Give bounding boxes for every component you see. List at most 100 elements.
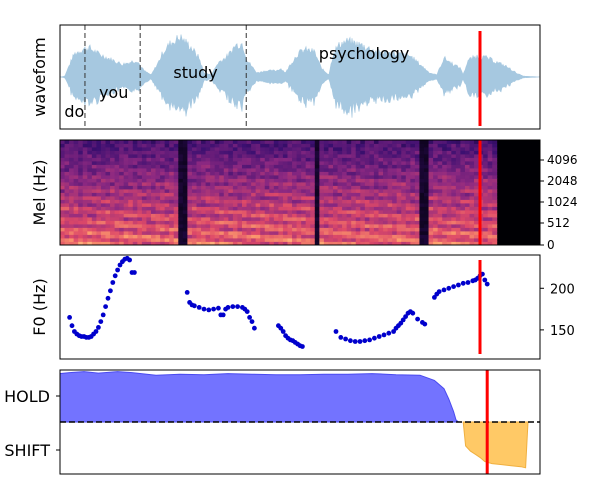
spectrogram-cell bbox=[451, 182, 457, 186]
spectrogram-cell bbox=[246, 157, 252, 162]
spectrogram-cell bbox=[91, 227, 97, 232]
spectrogram-cell bbox=[333, 199, 338, 204]
spectrogram-cell bbox=[310, 241, 316, 246]
spectrogram-cell bbox=[282, 217, 288, 221]
spectrogram-cell bbox=[319, 171, 325, 176]
spectrogram-cell bbox=[487, 206, 493, 211]
spectrogram-cell bbox=[78, 171, 84, 176]
spectrogram-cell bbox=[264, 185, 270, 190]
spectrogram-cell bbox=[128, 143, 134, 148]
spectrogram-cell bbox=[205, 196, 211, 200]
spectrogram-cell bbox=[123, 203, 129, 207]
spectrogram-cell bbox=[132, 203, 138, 207]
spectrogram-cell bbox=[251, 220, 257, 225]
spectrogram-cell bbox=[414, 192, 420, 197]
spectrogram-cell bbox=[342, 143, 348, 148]
spectrogram-cell bbox=[196, 189, 202, 193]
spectrogram-cell bbox=[442, 196, 448, 200]
spectrogram-cell bbox=[460, 161, 466, 165]
spectrogram-cell bbox=[424, 238, 429, 242]
spectrogram-cell bbox=[155, 189, 161, 193]
spectrogram-cell bbox=[237, 227, 243, 232]
spectrogram-cell bbox=[405, 210, 411, 214]
spectrogram-cell bbox=[251, 140, 257, 144]
spectrogram-cell bbox=[492, 175, 498, 179]
spectrogram-cell bbox=[369, 154, 375, 158]
spectrogram-cell bbox=[392, 182, 398, 186]
spectrogram-cell bbox=[469, 178, 475, 183]
spectrogram-cell bbox=[278, 206, 284, 211]
spectrogram-cell bbox=[342, 182, 348, 186]
spectrogram-cell bbox=[301, 171, 307, 176]
spectrogram-cell bbox=[328, 224, 334, 228]
spectrogram-cell bbox=[487, 175, 493, 179]
spectrogram-cell bbox=[360, 227, 366, 232]
spectrogram-cell bbox=[305, 143, 311, 148]
spectrogram-cell bbox=[232, 150, 238, 155]
spectrogram-cell bbox=[123, 164, 129, 169]
f0-point bbox=[357, 339, 363, 344]
spectrogram-cell bbox=[196, 171, 202, 176]
spectrogram-cell bbox=[82, 241, 88, 246]
spectrogram-cell bbox=[273, 192, 279, 197]
spectrogram-cell bbox=[333, 168, 338, 172]
spectrogram-cell bbox=[378, 143, 384, 148]
spectrogram-cell bbox=[378, 220, 384, 225]
spectrogram-cell bbox=[392, 175, 398, 179]
spectrogram-cell bbox=[464, 147, 470, 151]
spectrogram-cell bbox=[287, 185, 293, 190]
spectrogram-cell bbox=[474, 157, 479, 162]
spectrogram-cell bbox=[255, 178, 261, 183]
spectrogram-cell bbox=[164, 199, 170, 204]
spectrogram-cell bbox=[333, 196, 338, 200]
spectrogram-cell bbox=[73, 157, 79, 162]
spectrogram-cell bbox=[173, 213, 179, 218]
spectrogram-cell bbox=[442, 231, 448, 235]
spectrogram-cell bbox=[351, 189, 357, 193]
spectrogram-cell bbox=[60, 217, 65, 221]
spectrogram-cell bbox=[460, 224, 466, 228]
spectrogram-cell bbox=[383, 154, 388, 158]
spectrogram-cell bbox=[260, 210, 266, 214]
spectrogram-cell bbox=[260, 147, 266, 151]
spectrogram-cell bbox=[451, 203, 457, 207]
spectrogram-cell bbox=[191, 175, 197, 179]
spectrogram-cell bbox=[269, 168, 275, 172]
spectrogram-cell bbox=[251, 143, 257, 148]
spectrogram-cell bbox=[342, 234, 348, 239]
f0-point bbox=[333, 329, 339, 334]
spectrogram-cell bbox=[474, 227, 479, 232]
spectrogram-cell bbox=[64, 220, 70, 225]
spectrogram-cell bbox=[373, 182, 379, 186]
spectrogram-cell bbox=[237, 164, 243, 169]
spectrogram-cell bbox=[110, 224, 115, 228]
spectrogram-cell bbox=[351, 227, 357, 232]
spectrogram-cell bbox=[155, 164, 161, 169]
spectrogram-cell bbox=[146, 154, 152, 158]
spectrogram-cell bbox=[210, 150, 216, 155]
spectrogram-cell bbox=[119, 157, 125, 162]
spectrogram-cell bbox=[305, 171, 311, 176]
spectrogram-cell bbox=[360, 231, 366, 235]
spectrogram-cell bbox=[264, 175, 270, 179]
spectrogram-cell bbox=[305, 147, 311, 151]
spectrogram-cell bbox=[414, 206, 420, 211]
spectrogram-cell bbox=[273, 140, 279, 144]
spectrogram-cell bbox=[110, 203, 115, 207]
spectrogram-cell bbox=[460, 231, 466, 235]
spectrogram-cell bbox=[287, 164, 293, 169]
spectrogram-cell bbox=[323, 143, 329, 148]
spectrogram-cell bbox=[201, 220, 206, 225]
spectrogram-cell bbox=[333, 147, 338, 151]
spectrogram-cell bbox=[355, 192, 361, 197]
spectrogram-cell bbox=[146, 189, 152, 193]
spectrogram-cell bbox=[282, 196, 288, 200]
spectrogram-cell bbox=[474, 147, 479, 151]
spectrogram-cell bbox=[205, 185, 211, 190]
spectrogram-cell bbox=[201, 192, 206, 197]
spectrogram-cell bbox=[378, 168, 384, 172]
spectrogram-cell bbox=[342, 178, 348, 183]
spectrogram-cell bbox=[342, 164, 348, 169]
spectrogram-cell bbox=[446, 157, 452, 162]
spectrogram-cell bbox=[264, 157, 270, 162]
